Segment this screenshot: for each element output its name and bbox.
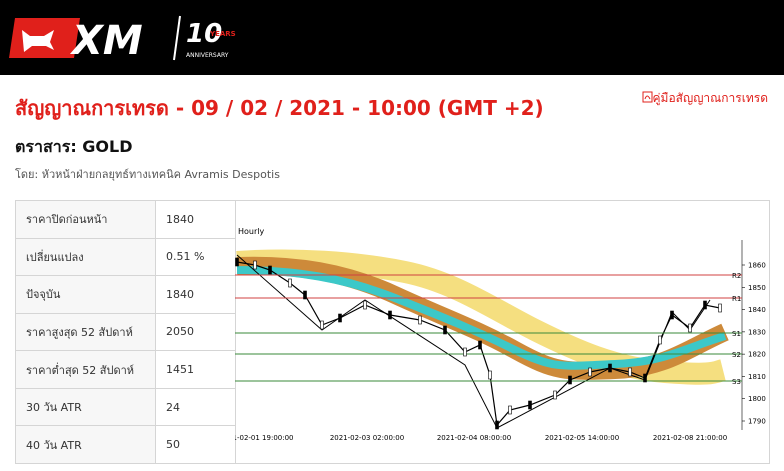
instrument: ตราสาร: GOLD [15, 137, 133, 156]
table-row: ปัจจุบัน 1840 [15, 275, 236, 314]
candle [608, 363, 612, 373]
candle [463, 347, 467, 357]
candle [568, 375, 572, 385]
table-row: ราคาปิดก่อนหน้า 1840 [15, 200, 236, 239]
candle [718, 303, 722, 313]
x-tick-label: 2021-02-03 02:00:00 [330, 434, 404, 442]
table-row: ราคาต่ำสุด 52 สัปดาห์ 1451 [15, 350, 236, 389]
label-cell: 30 วัน ATR [15, 387, 156, 427]
candle [670, 310, 674, 320]
level-label: S2 [732, 351, 741, 359]
y-tick-label: 1790 [748, 418, 766, 426]
candle [235, 257, 239, 267]
label-cell: ปัจจุบัน [15, 275, 156, 314]
candle [588, 367, 592, 377]
level-label: R1 [732, 295, 741, 303]
y-tick-label: 1850 [748, 284, 766, 292]
label-cell: ราคาปิดก่อนหน้า [15, 200, 156, 239]
y-tick-label: 1830 [748, 328, 766, 336]
candle [528, 400, 532, 410]
label-cell: เปลี่ยนแปลง [15, 237, 156, 277]
y-tick-label: 1840 [748, 306, 766, 314]
candle [488, 370, 492, 380]
logo-years: YEARS [209, 30, 236, 38]
label-cell: 40 วัน ATR [15, 425, 156, 464]
y-tick-label: 1800 [748, 395, 766, 403]
level-label: S1 [732, 330, 741, 338]
y-tick-label: 1820 [748, 351, 766, 359]
value-cell: 1451 [155, 350, 236, 389]
value-cell: 1840 [155, 200, 236, 239]
logo-anniversary: ANNIVERSARY [186, 52, 229, 59]
guide-link[interactable]: คู่มือสัญญาณการเทรด [642, 89, 769, 108]
candle [443, 325, 447, 335]
level-label: R2 [732, 272, 741, 280]
x-tick-label: 2021-02-05 14:00:00 [545, 434, 619, 442]
value-cell: 2050 [155, 312, 236, 352]
candle [553, 390, 557, 400]
x-tick-label: 2021-02-04 08:00:00 [437, 434, 511, 442]
candle [388, 310, 392, 320]
candle [418, 315, 422, 325]
table-row: 30 วัน ATR 24 [15, 387, 236, 427]
candle [303, 290, 307, 300]
candle [288, 278, 292, 288]
logo-brand: XM [69, 18, 143, 64]
y-tick-label: 1810 [748, 373, 766, 381]
value-cell: 1840 [155, 275, 236, 314]
candle [508, 405, 512, 415]
candle [478, 340, 482, 350]
logo[interactable]: XM 10 YEARS ANNIVERSARY [0, 0, 260, 75]
logo-number: 10 [186, 19, 222, 49]
level-label: S3 [732, 378, 741, 386]
label-cell: ราคาต่ำสุด 52 สัปดาห์ [15, 350, 156, 389]
value-cell: 50 [155, 425, 236, 464]
author: โดย: หัวหน้าฝ่ายกลยุทธ์ทางเทคนิค Avramis… [15, 168, 280, 181]
candle [363, 300, 367, 310]
candle [688, 323, 692, 333]
table-row: เปลี่ยนแปลง 0.51 % [15, 237, 236, 277]
value-cell: 0.51 % [155, 237, 236, 277]
candle [703, 300, 707, 310]
header-bar: XM 10 YEARS ANNIVERSARY [0, 0, 784, 75]
candle [253, 260, 257, 270]
candle [268, 265, 272, 275]
timeframe-label: Hourly [238, 227, 264, 236]
page-title: สัญญาณการเทรด - 09 / 02 / 2021 - 10:00 (… [15, 96, 544, 120]
guide-text[interactable]: คู่มือสัญญาณการเทรด [652, 91, 769, 105]
candle [495, 420, 499, 430]
pdf-icon [642, 91, 652, 103]
x-tick-label: 2021-02-08 21:00:00 [653, 434, 727, 442]
stats-table: ราคาปิดก่อนหน้า 1840 เปลี่ยนแปลง 0.51 % ปัจจ… [15, 200, 236, 464]
candle [658, 335, 662, 345]
candle [338, 313, 342, 323]
chart-image: Hourly 1860 1850 1840 1830 1820 1810 1800 1790 1… [235, 200, 770, 464]
candle [320, 320, 324, 330]
candle [628, 367, 632, 377]
y-tick-label: 1860 [748, 262, 766, 270]
candle [643, 373, 647, 383]
value-cell: 24 [155, 387, 236, 427]
x-tick-label: 1-02-01 19:00:00 [235, 434, 293, 442]
table-row: ราคาสูงสุด 52 สัปดาห์ 2050 [15, 312, 236, 352]
table-row: 40 วัน ATR 50 [15, 425, 236, 464]
label-cell: ราคาสูงสุด 52 สัปดาห์ [15, 312, 156, 352]
